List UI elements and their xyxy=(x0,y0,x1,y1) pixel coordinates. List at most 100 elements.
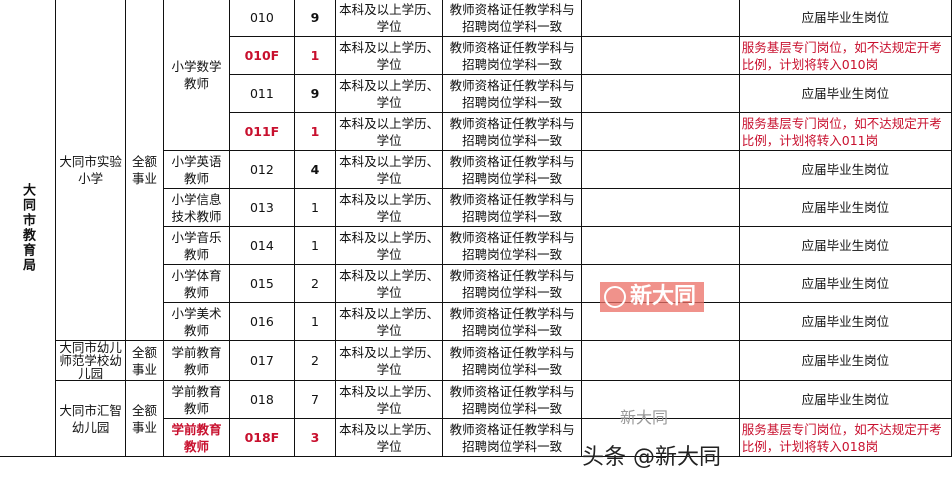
recruitment-table: 大同市教育局 大同市实验小学 全额事业 小学数学教师 010 9 本科及以上学历、学位 教师资… xyxy=(0,0,952,457)
major-cell-text: 教师资格证任教学科与招聘岗位学科一致 xyxy=(449,383,575,416)
count-cell-text: 1 xyxy=(310,48,320,63)
education-cell-text: 本科及以上学历、学位 xyxy=(339,153,440,186)
department-cell-text: 大同市教育局 xyxy=(20,182,35,273)
blank-cell xyxy=(581,340,740,381)
code-cell-text: 010F xyxy=(244,48,280,63)
education-cell-text: 本科及以上学历、学位 xyxy=(339,115,440,148)
count-cell-text: 1 xyxy=(310,238,319,253)
note-cell: 应届毕业生岗位 xyxy=(738,0,952,37)
unit-cell-text: 大同市幼儿师范学校幼儿园 xyxy=(59,340,122,381)
funding-cell: 全额事业 xyxy=(125,0,164,341)
count-cell: 2 xyxy=(293,340,337,381)
code-cell-text: 011 xyxy=(249,86,274,101)
major-cell-text: 教师资格证任教学科与招聘岗位学科一致 xyxy=(449,1,575,34)
position-cell-text: 小学数学教师 xyxy=(171,58,222,91)
position-cell: 小学美术教师 xyxy=(162,302,231,341)
position-cell: 学前教育教师 xyxy=(162,418,231,457)
major-cell-text: 教师资格证任教学科与招聘岗位学科一致 xyxy=(449,39,575,72)
code-cell-text: 016 xyxy=(249,314,274,329)
note-cell-text: 应届毕业生岗位 xyxy=(801,10,890,25)
note-cell: 应届毕业生岗位 xyxy=(738,380,952,419)
education-cell-text: 本科及以上学历、学位 xyxy=(339,191,440,224)
count-cell-text: 9 xyxy=(310,86,320,101)
unit-cell: 大同市幼儿师范学校幼儿园 xyxy=(54,340,127,381)
table-row: 大同市教育局 大同市实验小学 全额事业 小学数学教师 010 9 本科及以上学历、学位 教师资… xyxy=(0,0,952,457)
position-cell: 小学英语教师 xyxy=(162,150,231,189)
major-cell: 教师资格证任教学科与招聘岗位学科一致 xyxy=(442,340,583,381)
code-cell-text: 014 xyxy=(249,238,274,253)
note-cell-text: 应届毕业生岗位 xyxy=(801,353,890,368)
table-row: 大同市幼儿师范学校幼儿园 全额事业 学前教育教师 017 2 本科及以上学历、学位 教师资格… xyxy=(0,340,952,381)
watermark-footer: 头条 @新大同 xyxy=(582,445,721,470)
education-cell: 本科及以上学历、学位 xyxy=(335,418,444,457)
blank-cell xyxy=(581,150,740,189)
major-cell-text: 教师资格证任教学科与招聘岗位学科一致 xyxy=(449,305,575,338)
note-cell-text: 应届毕业生岗位 xyxy=(801,314,890,329)
code-cell: 014 xyxy=(229,226,295,265)
note-cell-text: 应届毕业生岗位 xyxy=(801,86,890,101)
education-cell-text: 本科及以上学历、学位 xyxy=(339,344,440,377)
code-cell-text: 018F xyxy=(244,430,280,445)
education-cell-text: 本科及以上学历、学位 xyxy=(339,305,440,338)
education-cell: 本科及以上学历、学位 xyxy=(335,36,444,75)
education-cell-text: 本科及以上学历、学位 xyxy=(339,267,440,300)
funding-cell: 全额事业 xyxy=(125,380,164,457)
major-cell: 教师资格证任教学科与招聘岗位学科一致 xyxy=(442,150,583,189)
note-cell: 应届毕业生岗位 xyxy=(738,150,952,189)
position-cell-text: 小学体育教师 xyxy=(171,267,222,300)
count-cell-text: 1 xyxy=(310,124,320,139)
code-cell-text: 018 xyxy=(249,392,274,407)
education-cell: 本科及以上学历、学位 xyxy=(335,340,444,381)
count-cell: 1 xyxy=(293,112,337,151)
major-cell-text: 教师资格证任教学科与招聘岗位学科一致 xyxy=(449,229,575,262)
education-cell: 本科及以上学历、学位 xyxy=(335,0,444,37)
table-row: 011F 1 本科及以上学历、学位 教师资格证任教学科与招聘岗位学科一致 服务基层专门岗… xyxy=(0,112,952,151)
major-cell: 教师资格证任教学科与招聘岗位学科一致 xyxy=(442,188,583,227)
major-cell: 教师资格证任教学科与招聘岗位学科一致 xyxy=(442,0,583,37)
major-cell: 教师资格证任教学科与招聘岗位学科一致 xyxy=(442,264,583,303)
blank-cell xyxy=(581,36,740,75)
major-cell-text: 教师资格证任教学科与招聘岗位学科一致 xyxy=(449,267,575,300)
unit-cell: 大同市汇智幼儿园 xyxy=(54,380,127,457)
funding-cell-text: 全额事业 xyxy=(132,153,158,186)
position-cell: 小学信息技术教师 xyxy=(162,188,231,227)
code-cell: 015 xyxy=(229,264,295,303)
table-row: 学前教育教师 018F 3 本科及以上学历、学位 教师资格证任教学科与招聘岗位学科一致 服… xyxy=(0,418,952,457)
funding-cell-text: 全额事业 xyxy=(132,402,158,435)
position-cell-text: 学前教育教师 xyxy=(171,383,222,416)
blank-cell xyxy=(581,112,740,151)
position-cell-text: 学前教育教师 xyxy=(171,421,222,454)
education-cell: 本科及以上学历、学位 xyxy=(335,188,444,227)
count-cell-text: 2 xyxy=(310,353,319,368)
education-cell: 本科及以上学历、学位 xyxy=(335,150,444,189)
code-cell: 018F xyxy=(229,418,295,457)
count-cell-text: 3 xyxy=(310,430,320,445)
count-cell: 9 xyxy=(293,74,337,113)
major-cell: 教师资格证任教学科与招聘岗位学科一致 xyxy=(442,36,583,75)
blank-cell xyxy=(581,188,740,227)
education-cell: 本科及以上学历、学位 xyxy=(335,74,444,113)
code-cell: 017 xyxy=(229,340,295,381)
count-cell: 4 xyxy=(293,150,337,189)
funding-cell: 全额事业 xyxy=(125,340,164,381)
count-cell-text: 1 xyxy=(310,314,319,329)
count-cell-text: 2 xyxy=(310,276,319,291)
count-cell: 1 xyxy=(293,226,337,265)
code-cell: 012 xyxy=(229,150,295,189)
code-cell: 018 xyxy=(229,380,295,419)
code-cell: 011 xyxy=(229,74,295,113)
education-cell-text: 本科及以上学历、学位 xyxy=(339,229,440,262)
department-cell: 大同市教育局 xyxy=(0,0,56,457)
position-cell: 小学音乐教师 xyxy=(162,226,231,265)
table-row: 小学音乐教师 014 1 本科及以上学历、学位 教师资格证任教学科与招聘岗位学科一致 应届… xyxy=(0,226,952,265)
code-cell-text: 012 xyxy=(249,162,274,177)
table-row: 小学英语教师 012 4 本科及以上学历、学位 教师资格证任教学科与招聘岗位学科一致 应届… xyxy=(0,150,952,189)
major-cell-text: 教师资格证任教学科与招聘岗位学科一致 xyxy=(449,344,575,377)
watermark-badge: 新大同 xyxy=(600,282,704,312)
blank-cell xyxy=(581,0,740,37)
note-cell: 服务基层专门岗位，如不达规定开考比例，计划将转入018岗 xyxy=(738,418,952,457)
count-cell-text: 4 xyxy=(310,162,320,177)
major-cell-text: 教师资格证任教学科与招聘岗位学科一致 xyxy=(449,115,575,148)
note-cell-text: 服务基层专门岗位，如不达规定开考比例，计划将转入010岗 xyxy=(741,39,942,72)
code-cell: 010F xyxy=(229,36,295,75)
